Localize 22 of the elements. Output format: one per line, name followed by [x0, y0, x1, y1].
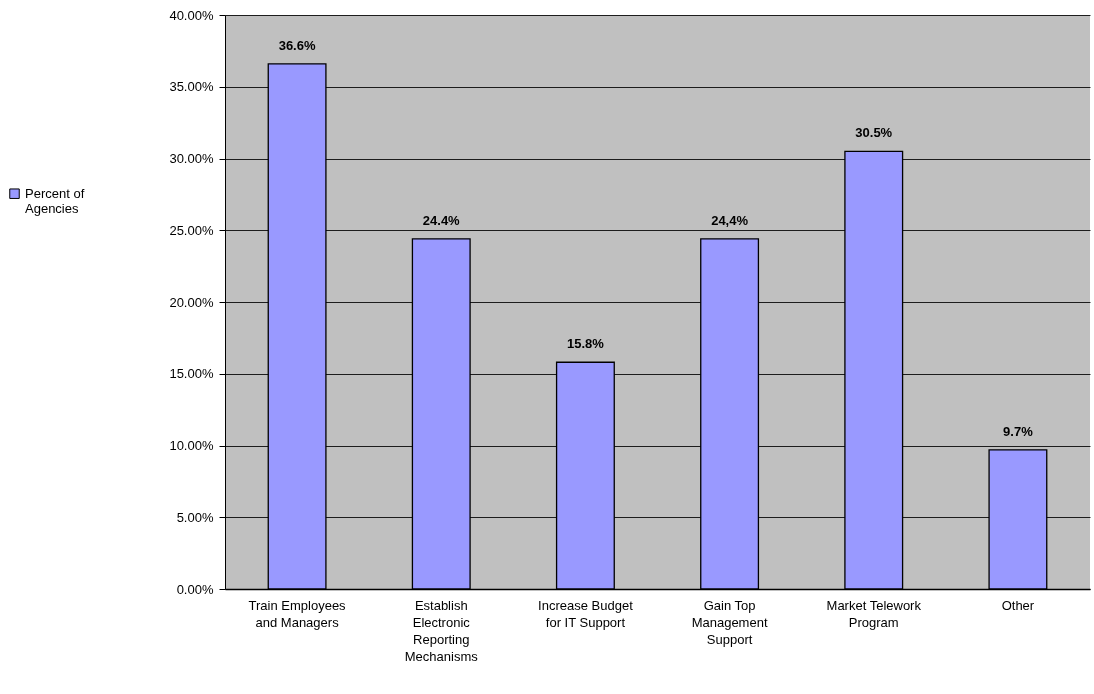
y-tick-label: 15.00%	[169, 366, 214, 382]
y-tick-label: 35.00%	[169, 79, 214, 95]
x-tick-label: Establish Electronic Reporting Mechanisms	[404, 597, 479, 664]
y-tick-label: 25.00%	[169, 222, 214, 238]
y-tick-label: 40.00%	[169, 7, 214, 23]
data-label: 24,4%	[711, 212, 749, 228]
y-tick-label: 0.00%	[176, 581, 214, 597]
x-tick-label: Other	[1001, 597, 1035, 613]
y-tick-label: 20.00%	[169, 294, 214, 310]
x-tick-label: Gain Top Management Support	[691, 597, 768, 647]
data-label: 24.4%	[422, 212, 461, 228]
x-tick-label: Increase Budget for IT Support	[538, 597, 634, 630]
y-tick-label: 30.00%	[169, 151, 214, 166]
x-tick-label: Train Employees and Managers	[248, 597, 347, 630]
y-tick-label: 5.00%	[176, 509, 214, 525]
data-label: 15.8%	[566, 336, 605, 352]
y-tick-label: 10.00%	[169, 438, 214, 453]
data-label: 30.5%	[855, 125, 893, 141]
legend-label: Percent of Agencies	[25, 185, 85, 216]
x-tick-label: Market Telework Program	[826, 597, 922, 630]
data-label: 9.7%	[1003, 423, 1034, 439]
data-label: 36.6%	[278, 37, 316, 53]
